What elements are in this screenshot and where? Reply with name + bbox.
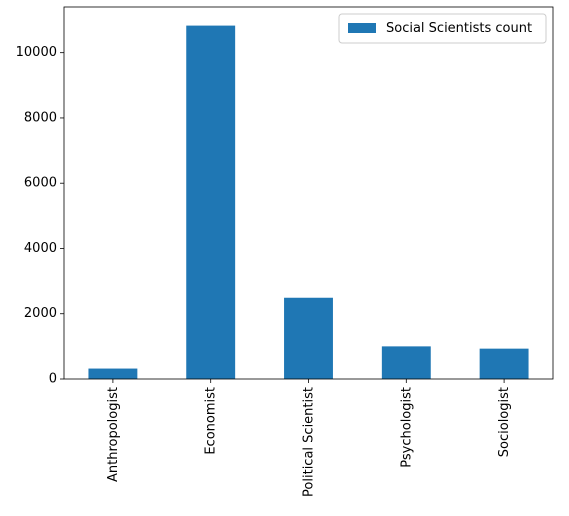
y-tick-label: 6000 — [24, 176, 57, 191]
bar-sociologist — [479, 348, 529, 379]
x-tick-label-anthropologist: Anthropologist — [106, 387, 121, 482]
y-tick-label: 10000 — [16, 45, 57, 60]
y-tick-label: 8000 — [24, 110, 57, 125]
bars-layer — [88, 25, 529, 379]
legend: Social Scientists count — [338, 13, 547, 44]
axes-layer: 0 2000 4000 6000 8000 10000 Anthropologist Econ… — [16, 6, 554, 497]
x-tick-label-psychologist: Psychologist — [399, 387, 414, 468]
y-tick-label: 2000 — [24, 306, 57, 321]
y-tick-label: 4000 — [24, 241, 57, 256]
bar-economist — [186, 25, 236, 379]
legend-swatch — [348, 23, 376, 33]
bar-psychologist — [381, 346, 431, 379]
x-tick-label-political-scientist: Political Scientist — [302, 387, 317, 497]
x-tick-label-economist: Economist — [204, 387, 219, 455]
bar-political-scientist — [284, 297, 333, 379]
y-tick-label: 0 — [49, 372, 57, 387]
legend-box — [338, 13, 547, 44]
x-tick-label-sociologist: Sociologist — [497, 387, 512, 457]
legend-label: Social Scientists count — [386, 21, 532, 36]
bar-anthropologist — [88, 368, 138, 379]
